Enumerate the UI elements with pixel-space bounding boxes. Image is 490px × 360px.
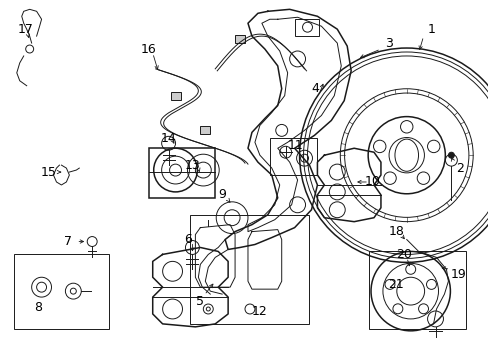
- Bar: [270, 138, 318, 175]
- Text: 3: 3: [385, 37, 393, 50]
- Text: 15: 15: [41, 166, 56, 179]
- Text: 11: 11: [288, 139, 303, 152]
- Bar: [14, 255, 109, 329]
- Text: 5: 5: [196, 294, 204, 307]
- Text: 18: 18: [389, 225, 405, 238]
- Bar: [149, 148, 215, 198]
- Text: 9: 9: [218, 188, 226, 201]
- Bar: [191, 215, 310, 324]
- Text: 1: 1: [428, 23, 436, 36]
- Bar: [369, 251, 466, 329]
- Bar: [200, 126, 210, 134]
- Text: 10: 10: [365, 175, 381, 189]
- Text: 20: 20: [396, 248, 412, 261]
- Bar: [171, 92, 180, 100]
- Text: 12: 12: [252, 306, 268, 319]
- Circle shape: [448, 152, 454, 158]
- Text: 19: 19: [450, 268, 466, 281]
- Text: 8: 8: [35, 301, 43, 314]
- Text: 14: 14: [161, 132, 176, 145]
- Text: 2: 2: [456, 162, 464, 175]
- Text: 7: 7: [64, 235, 73, 248]
- Text: 21: 21: [388, 278, 404, 291]
- Text: 6: 6: [185, 233, 193, 246]
- Text: 16: 16: [141, 42, 157, 55]
- Bar: [235, 35, 245, 43]
- Text: 13: 13: [185, 159, 200, 172]
- Text: 17: 17: [18, 23, 34, 36]
- Bar: [294, 19, 319, 36]
- Text: 4: 4: [312, 82, 319, 95]
